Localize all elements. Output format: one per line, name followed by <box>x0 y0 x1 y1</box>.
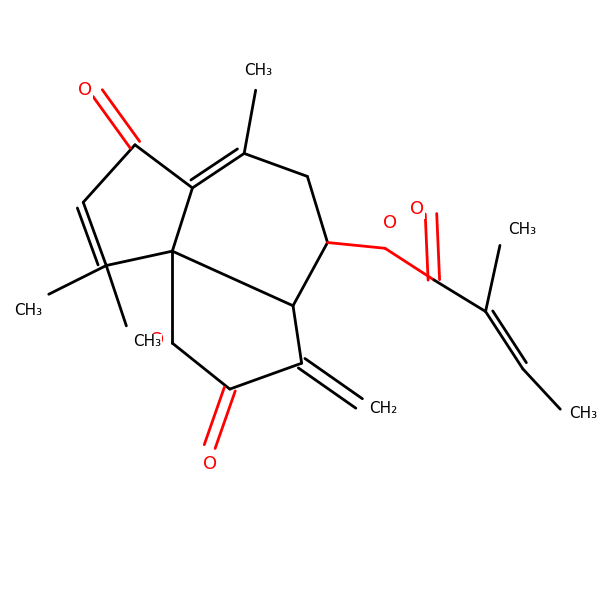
Text: CH₃: CH₃ <box>133 334 161 349</box>
Text: CH₃: CH₃ <box>509 222 536 237</box>
Text: O: O <box>78 81 92 99</box>
Text: CH₃: CH₃ <box>569 406 597 421</box>
Text: CH₃: CH₃ <box>14 303 42 318</box>
Text: O: O <box>203 455 217 473</box>
Text: O: O <box>383 214 397 232</box>
Text: CH₃: CH₃ <box>244 62 272 77</box>
Text: CH₂: CH₂ <box>370 401 398 416</box>
Text: O: O <box>410 200 424 218</box>
Text: O: O <box>149 331 164 349</box>
